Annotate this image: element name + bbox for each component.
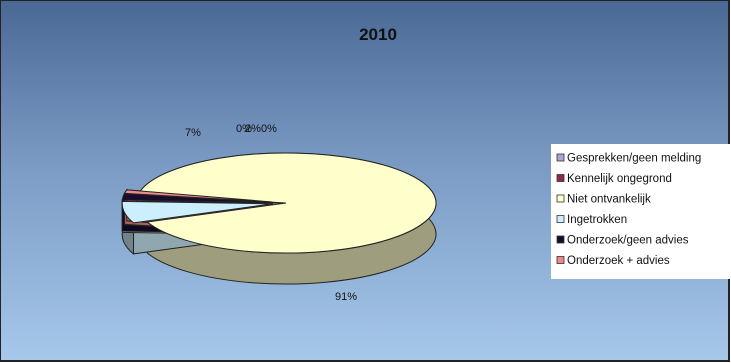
- pie-slice-niet-ontvankelijk: [137, 152, 437, 254]
- legend-label-onderzoek-advies: Onderzoek + advies: [567, 255, 670, 267]
- legend-swatch-kennelijk-ongegrond: [556, 174, 565, 182]
- legend: Gesprekken/geen melding Kennelijk ongegro…: [551, 144, 731, 279]
- data-label-ingetrokken: 7%: [185, 127, 201, 139]
- legend-swatch-onderzoek-geen-advies: [556, 235, 565, 244]
- legend-label-niet-ontvankelijk: Niet ontvankelijk: [567, 194, 651, 206]
- legend-box: [551, 144, 731, 279]
- chart-title: 2010: [359, 25, 397, 44]
- data-label-niet-ontvankelijk: 91%: [335, 291, 357, 303]
- legend-label-gesprekken-geen-melding: Gesprekken/geen melding: [567, 153, 701, 165]
- legend-swatch-onderzoek-advies: [556, 256, 565, 264]
- legend-swatch-niet-ontvankelijk: [556, 194, 565, 203]
- legend-label-ingetrokken: Ingetrokken: [567, 214, 627, 226]
- data-label-onderzoek-geen-advies: 2%: [245, 123, 261, 135]
- legend-label-onderzoek-geen-advies: Onderzoek/geen advies: [567, 235, 689, 247]
- pie-slice-tops: [121, 152, 437, 254]
- data-label-onderzoek-advies: 0%: [261, 123, 277, 135]
- legend-swatch-ingetrokken: [556, 215, 565, 223]
- legend-swatch-gesprekken-geen-melding: [556, 153, 565, 162]
- pie-slice-ingetrokken: [121, 200, 273, 224]
- data-label-gesprekken: 0%: [236, 123, 252, 135]
- pie-slice-onderzoek-advies: [123, 189, 273, 203]
- legend-label-kennelijk-ongegrond: Kennelijk ongegrond: [567, 173, 672, 185]
